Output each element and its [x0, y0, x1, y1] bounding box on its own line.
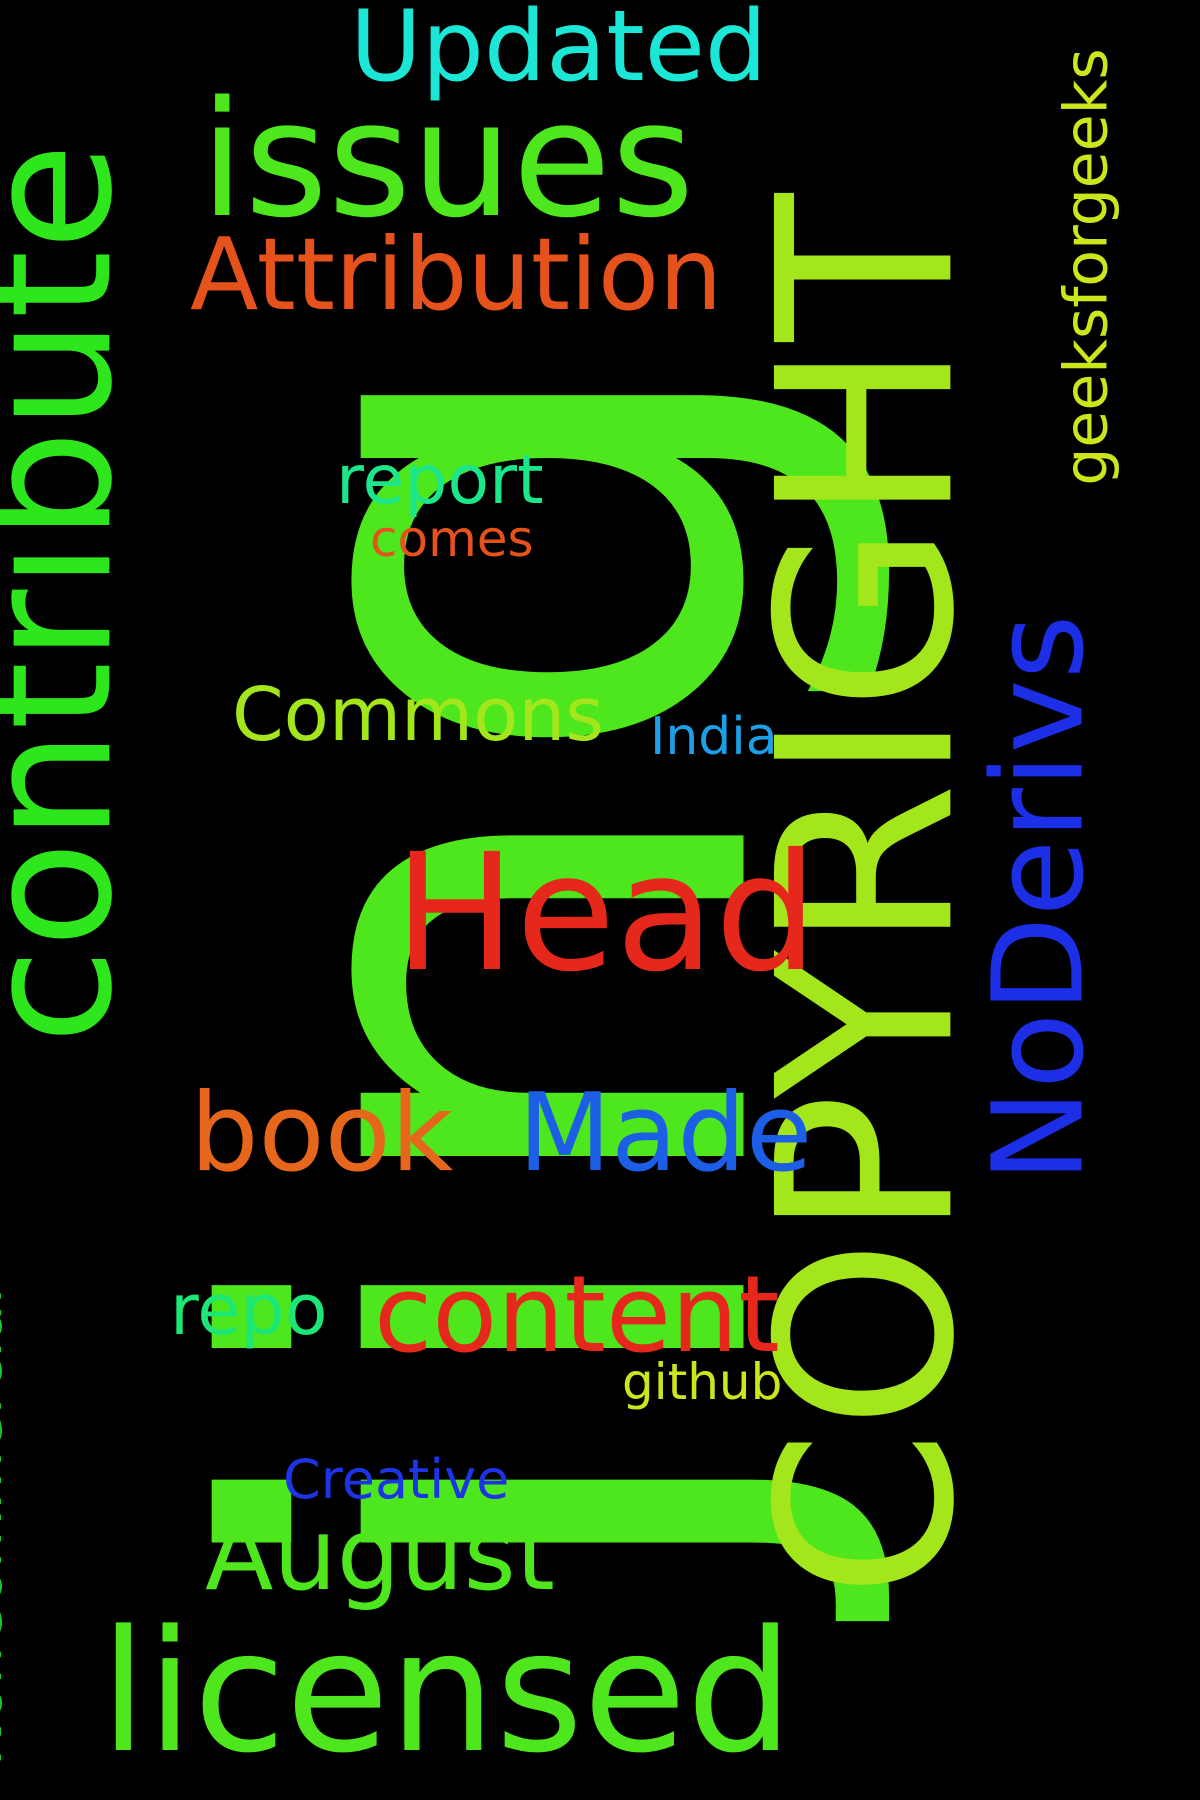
word-contribute: contribute	[0, 142, 152, 1045]
word-content: content	[374, 1253, 780, 1376]
word-india: India	[650, 707, 778, 767]
word-august: August	[205, 1496, 555, 1613]
word-repo: repo	[170, 1269, 328, 1351]
word-commons: Commons	[232, 672, 604, 758]
word-geeksforgeeks: geeksforgeeks	[1051, 48, 1122, 486]
word-noderivs: NoDerivs	[966, 614, 1112, 1183]
word-head: Head	[394, 820, 818, 1008]
word-made: Made	[518, 1071, 813, 1196]
word-report: report	[336, 441, 544, 520]
word-updated: Updated	[350, 0, 768, 104]
word-creative: Creative	[283, 1448, 510, 1511]
word-comes: comes	[370, 510, 534, 568]
word-issues: issues	[200, 66, 695, 253]
word-attribution: Attribution	[190, 216, 723, 333]
word-github: github	[622, 1353, 783, 1411]
word-noncommercial: NonCommercial	[0, 1287, 17, 1767]
word-licensed: licensed	[100, 1594, 794, 1790]
word-book: book	[190, 1071, 454, 1196]
